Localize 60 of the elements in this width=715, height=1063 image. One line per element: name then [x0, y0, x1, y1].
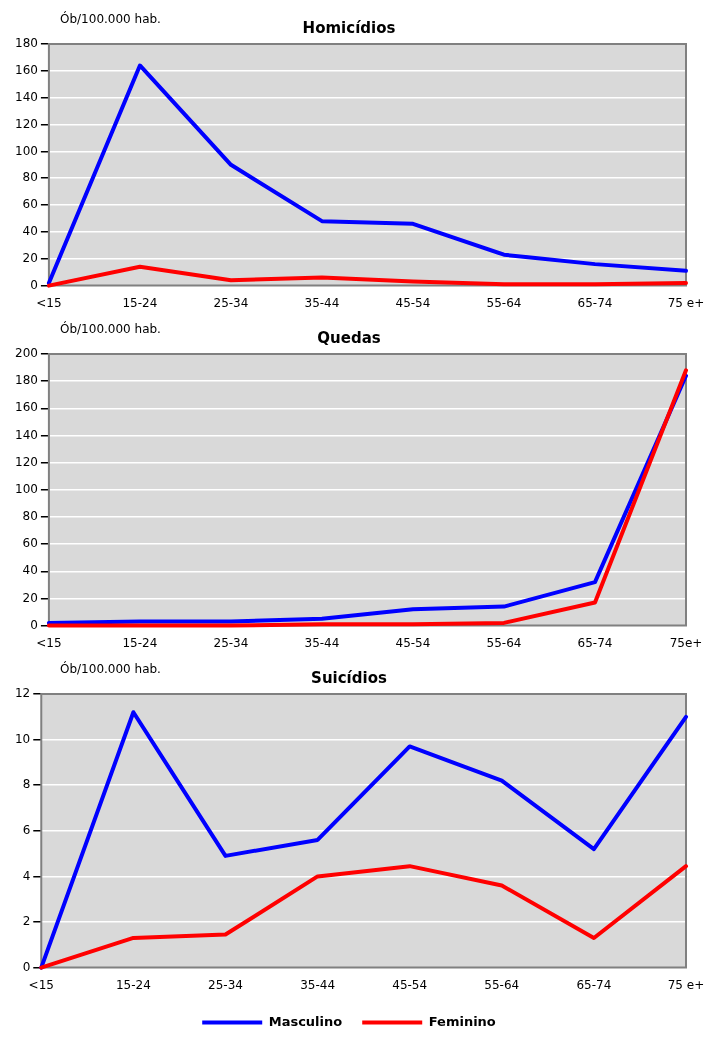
x-tick-label: 55-64 — [486, 635, 522, 650]
x-tick-label: 45-54 — [395, 295, 431, 310]
x-tick-label: 75e+ — [669, 635, 703, 650]
x-tick-label: 25-34 — [208, 977, 243, 992]
y-tick-label: 10 — [14, 731, 31, 746]
y-tick-label: 60 — [22, 197, 38, 212]
x-tick-label: 45-54 — [395, 635, 431, 650]
y-tick-label: 80 — [22, 170, 38, 185]
y-tick-label: 140 — [15, 89, 38, 104]
x-tick-label: 15-24 — [122, 635, 158, 650]
x-tick-label: 75 e+ — [667, 977, 705, 992]
x-tick-label: 65-74 — [577, 635, 613, 650]
y-tick-label: 200 — [15, 346, 38, 361]
x-tick-label: 55-64 — [486, 295, 522, 310]
y-tick-label: 120 — [15, 116, 38, 131]
y-tick-label: 0 — [22, 959, 31, 974]
y-tick-label: 8 — [22, 777, 31, 792]
y-tick-label: 160 — [15, 62, 38, 77]
y-tick-label: 160 — [15, 400, 38, 415]
y-tick-label: 100 — [15, 143, 38, 158]
legend-label: Feminino — [428, 1013, 496, 1029]
chart-title: Homicídios — [302, 18, 396, 37]
y-tick-label: 0 — [30, 617, 38, 632]
y-axis-title: Ób/100.000 hab. — [60, 11, 161, 27]
x-tick-label: 35-44 — [300, 977, 336, 992]
y-tick-label: 100 — [15, 481, 38, 496]
x-tick-label: <15 — [28, 977, 54, 992]
x-tick-label: 65-74 — [576, 977, 612, 992]
x-tick-label: 25-34 — [213, 635, 249, 650]
x-tick-label: 15-24 — [122, 295, 158, 310]
y-tick-label: 120 — [15, 454, 38, 469]
chart-title: Quedas — [317, 328, 381, 347]
y-tick-label: 12 — [14, 686, 31, 701]
x-tick-label: <15 — [36, 635, 62, 650]
x-tick-label: 55-64 — [484, 977, 520, 992]
y-axis-title: Ób/100.000 hab. — [60, 321, 161, 337]
y-tick-label: 180 — [15, 373, 38, 388]
y-tick-label: 20 — [22, 590, 38, 605]
y-tick-label: 180 — [15, 36, 38, 51]
chart-title: Suicídios — [311, 668, 387, 687]
x-tick-label: 45-54 — [392, 977, 428, 992]
x-tick-label: 75 e+ — [667, 295, 705, 310]
y-axis-title: Ób/100.000 hab. — [60, 661, 161, 677]
y-tick-label: 0 — [30, 277, 38, 292]
y-tick-label: 40 — [22, 224, 38, 239]
x-tick-label: 15-24 — [115, 977, 151, 992]
y-tick-label: 6 — [22, 822, 31, 837]
x-tick-label: 35-44 — [304, 295, 340, 310]
x-tick-label: 25-34 — [213, 295, 249, 310]
x-tick-label: <15 — [36, 295, 62, 310]
y-tick-label: 4 — [22, 868, 31, 883]
x-tick-label: 35-44 — [304, 635, 340, 650]
legend-label: Masculino — [268, 1013, 343, 1029]
y-tick-label: 60 — [22, 536, 38, 551]
y-tick-label: 80 — [22, 509, 38, 524]
y-tick-label: 140 — [15, 427, 38, 442]
y-tick-label: 40 — [22, 563, 38, 578]
x-tick-label: 65-74 — [577, 295, 613, 310]
y-tick-label: 2 — [22, 914, 31, 929]
y-tick-label: 20 — [22, 250, 38, 265]
